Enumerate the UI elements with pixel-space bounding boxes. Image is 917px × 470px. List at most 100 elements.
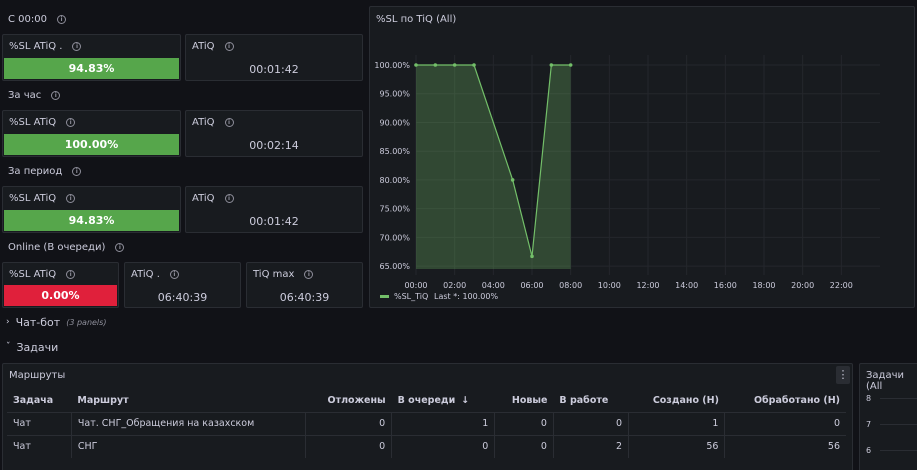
x-tick-label: 20:00 [791, 281, 814, 290]
table-cell: 0 [304, 411, 392, 435]
data-point [530, 254, 534, 259]
chart-title: %SL по TiQ (All) [376, 14, 457, 25]
table-cell: 1 [628, 411, 725, 435]
series-line [416, 64, 571, 257]
data-point [433, 63, 438, 67]
section-since-midnight: С 00:00 i [8, 14, 66, 25]
data-point [452, 63, 457, 67]
column-header[interactable]: Обработано (Н) [753, 395, 840, 407]
y-tick-label: 85.00% [379, 147, 410, 156]
stat-value: 00:02:14 [249, 139, 299, 152]
stat-panel-atiq-online[interactable]: ATiQ . i 06:40:39 [124, 262, 241, 308]
row-header-chatbot[interactable]: › Чат-бот (3 panels) [0, 311, 917, 333]
row-header-tasks[interactable]: ˇ Задачи [0, 336, 917, 358]
table-cell: 0 [494, 434, 554, 458]
column-header[interactable]: В работе [559, 395, 609, 407]
data-point [510, 178, 515, 182]
stat-value: 0.00% [4, 285, 117, 306]
stat-panel-sl-today[interactable]: %SL ATiQ . i 94.83% [2, 34, 181, 81]
stat-value: 00:01:42 [249, 63, 299, 76]
x-tick-label: 06:00 [520, 281, 543, 290]
section-title: За час [8, 90, 42, 101]
column-header[interactable]: Новые [511, 395, 548, 407]
x-tick-label: 08:00 [559, 281, 582, 290]
column-header[interactable]: Отложены [327, 395, 386, 407]
y-tick-label: 65.00% [379, 262, 410, 271]
data-point [549, 63, 554, 67]
info-icon[interactable]: i [51, 91, 61, 100]
info-icon[interactable]: i [115, 243, 125, 252]
stat-panel-sl-hour[interactable]: %SL ATiQ i 100.00% [2, 110, 181, 157]
table-cell: Чат. СНГ_Обращения на казахском [70, 411, 306, 435]
panel-title: ATiQ [192, 193, 215, 204]
x-tick-label: 18:00 [752, 281, 775, 290]
info-icon[interactable]: i [56, 15, 66, 24]
panel-title: Задачи (All [866, 370, 904, 392]
routes-table: Задача Маршрут Отложены В очереди ↓ Новые В ра… [7, 390, 846, 458]
stat-value: 94.83% [4, 210, 179, 231]
info-icon[interactable]: i [224, 194, 234, 203]
legend-last-value: Last *: 100.00% [434, 292, 498, 301]
table-row[interactable]: Чат Чат. СНГ_Обращения на казахском 0 1 0 0 1 0 [7, 411, 846, 435]
stat-panel-sl-online[interactable]: %SL ATiQ i 0.00% [2, 262, 119, 308]
info-icon[interactable]: i [169, 270, 179, 279]
section-online: Online (В очереди) i [8, 242, 125, 253]
panel-title: ATiQ . [131, 269, 160, 280]
table-cell: 0 [552, 411, 629, 435]
row-title: Чат-бот [15, 315, 61, 329]
panel-menu-icon[interactable]: ⋮ [836, 366, 850, 384]
panel-title: %SL ATiQ . [9, 41, 63, 52]
panel-title: ATiQ [192, 117, 215, 128]
table-cell: 1 [391, 411, 495, 435]
table-cell: 0 [724, 411, 846, 435]
tasks-chart-panel[interactable]: Задачи (All 8 7 6 [859, 363, 917, 470]
x-tick-label: 02:00 [443, 281, 466, 290]
chart-panel-sl-tiq[interactable]: %SL по TiQ (All) 100.00% 95.00% 90.00% 85.0… [369, 6, 915, 308]
routes-table-panel[interactable]: Маршруты ⋮ Задача Маршрут Отложены В очеред… [2, 363, 853, 470]
info-icon[interactable]: i [72, 42, 82, 51]
info-icon[interactable]: i [66, 270, 76, 279]
stat-panel-sl-period[interactable]: %SL ATiQ i 94.83% [2, 186, 181, 233]
stat-value: 94.83% [4, 58, 179, 79]
info-icon[interactable]: i [66, 118, 76, 127]
tick-label: 7 [866, 420, 872, 429]
table-cell: 56 [628, 434, 725, 458]
table-cell: Чат [7, 411, 72, 435]
stat-value: 06:40:39 [157, 291, 208, 304]
chevron-down-icon: ˇ [6, 342, 11, 352]
data-point [568, 63, 573, 67]
data-point [472, 63, 476, 67]
table-row[interactable]: Чат СНГ 0 0 0 2 56 56 [7, 434, 846, 458]
stat-panel-tiq-max[interactable]: TiQ max i 06:40:39 [246, 262, 363, 308]
table-cell: СНГ [70, 434, 306, 458]
stat-panel-atiq-today[interactable]: ATiQ i 00:01:42 [185, 34, 363, 81]
section-title: С 00:00 [8, 14, 47, 25]
section-per-hour: За час i [8, 90, 61, 101]
table-cell: 2 [552, 434, 629, 458]
tick-label: 6 [866, 446, 872, 455]
table-cell: 0 [391, 434, 495, 458]
chevron-right-icon: › [6, 317, 10, 327]
info-icon[interactable]: i [304, 270, 314, 279]
table-cell: Чат [7, 434, 72, 458]
column-header[interactable]: Создано (Н) [652, 395, 719, 407]
column-header[interactable]: Задача [13, 395, 54, 407]
stat-panel-atiq-period[interactable]: ATiQ i 00:01:42 [185, 186, 363, 233]
stat-value: 06:40:39 [279, 291, 330, 304]
column-header[interactable]: Маршрут [77, 395, 129, 407]
section-title: За период [8, 166, 63, 177]
table-cell: 56 [724, 434, 846, 458]
stat-panel-atiq-hour[interactable]: ATiQ i 00:02:14 [185, 110, 363, 157]
stat-value: 100.00% [4, 134, 179, 155]
y-tick-label: 100.00% [374, 61, 410, 70]
column-header[interactable]: В очереди ↓ [397, 395, 470, 407]
time-series-chart[interactable]: 100.00% 95.00% 90.00% 85.00% 80.00% 75.00% 70.… [370, 7, 916, 309]
info-icon[interactable]: i [224, 118, 234, 127]
info-icon[interactable]: i [72, 167, 82, 176]
x-tick-label: 14:00 [675, 281, 698, 290]
info-icon[interactable]: i [66, 194, 76, 203]
section-per-period: За период i [8, 166, 82, 177]
x-tick-label: 12:00 [636, 281, 659, 290]
info-icon[interactable]: i [224, 42, 234, 51]
series-area [416, 65, 571, 269]
